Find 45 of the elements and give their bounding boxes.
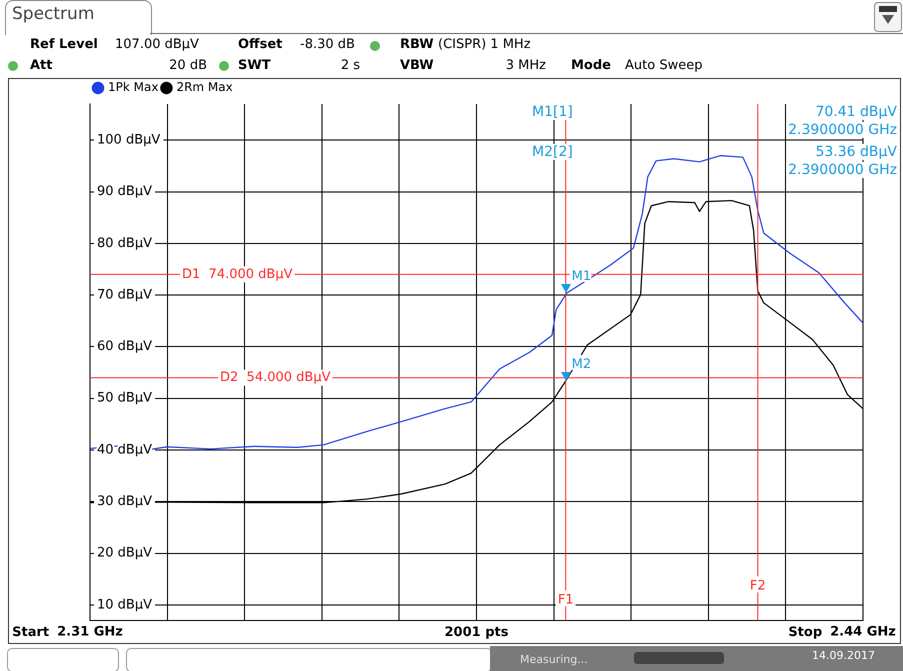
y-tick-label: 100 dBµV [97, 132, 160, 148]
text: 20 dB [169, 58, 207, 74]
text: Stop [788, 624, 822, 640]
text: 14.09.2017 [812, 648, 875, 664]
text: 107.00 dBµV [115, 37, 199, 53]
y-tick-label: 80 dBµV [97, 236, 152, 251]
x-axis-title: 2001 pts [444, 624, 509, 640]
x-tick-label: 2.44 GHz [830, 624, 896, 640]
y-tick-label: 50 dBµV [97, 390, 152, 406]
annotation: 53.36 dBµV [813, 144, 899, 160]
y-tick-label: 90 dBµV [97, 184, 152, 200]
text: Spectrum [12, 4, 94, 24]
text: SWT [238, 58, 271, 74]
ref-line-label: F1 [558, 592, 574, 608]
ref-line-label: D2 54.000 dBµV [220, 370, 331, 386]
text: Ref Level [30, 37, 98, 53]
y-tick-label: 60 dBµV [97, 339, 152, 354]
text: VBW [400, 58, 434, 74]
annotation: M2 [572, 356, 592, 372]
y-tick-label: 20 dBµV [97, 546, 152, 561]
x-tick-label: 2.31 GHz [57, 624, 123, 640]
annotation: M1[1] [530, 104, 575, 120]
text: Auto Sweep [625, 58, 702, 74]
y-tick-label: 70 dBµV [97, 287, 152, 302]
text: 2 s [340, 58, 360, 74]
text: (CISPR) 1 MHz [438, 37, 531, 53]
annotation: 2.3900000 GHz [786, 162, 899, 178]
text: Mode [571, 58, 611, 74]
legend-label: 2Rm Max [176, 80, 233, 94]
y-tick-label: 10 dBµV [97, 597, 152, 612]
text: Start [12, 624, 50, 640]
text: 3 MHz [506, 58, 546, 74]
y-tick-label: 30 dBµV [97, 494, 152, 510]
text: Offset [238, 37, 282, 53]
text: Measuring... [520, 652, 588, 668]
text: -8.30 dB [300, 37, 355, 53]
annotation: 70.41 dBµV [813, 104, 899, 120]
text: Att [30, 58, 52, 74]
ref-line-label: F2 [750, 578, 766, 594]
annotation: M1 [572, 268, 592, 284]
text: RBW [400, 37, 434, 53]
annotation: 2.3900000 GHz [786, 122, 899, 138]
legend-label: 1Pk Max [108, 80, 158, 94]
annotation: M2[2] [530, 144, 575, 160]
ref-line-label: D1 74.000 dBµV [182, 266, 293, 282]
